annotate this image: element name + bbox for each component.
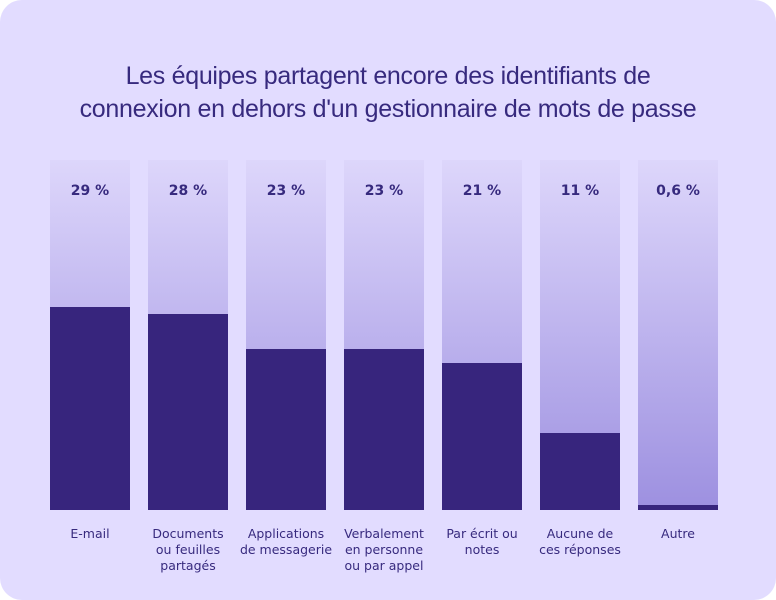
- bar: [638, 505, 718, 510]
- category-label: Documents: [152, 526, 223, 541]
- chart-title: Les équipes partagent encore des identif…: [0, 60, 776, 126]
- bar: [50, 307, 130, 510]
- value-label: 29 %: [71, 183, 109, 199]
- chart-title-line-2: connexion en dehors d'un gestionnaire de…: [79, 95, 697, 123]
- bar-group: 0,6 % Autre: [638, 160, 718, 541]
- bar: [148, 314, 228, 510]
- category-label: ou par appel: [345, 558, 424, 573]
- category-label: Par écrit ou: [446, 526, 517, 541]
- category-label: ou feuilles: [156, 542, 220, 557]
- bar: [246, 349, 326, 510]
- value-label: 11 %: [561, 183, 599, 199]
- bar-track: [638, 160, 718, 510]
- bar: [344, 349, 424, 510]
- value-label: 21 %: [463, 183, 501, 199]
- value-label: 23 %: [267, 183, 305, 199]
- category-label: Applications: [248, 526, 324, 541]
- value-label: 0,6 %: [656, 183, 700, 199]
- category-label: Verbalement: [344, 526, 424, 541]
- value-label: 28 %: [169, 183, 207, 199]
- category-label: Aucune de: [547, 526, 614, 541]
- bar-group: 29 % E-mail: [50, 160, 130, 541]
- bar: [540, 433, 620, 510]
- category-label: ces réponses: [539, 542, 621, 557]
- category-label: notes: [465, 542, 500, 557]
- chart-title-line-1: Les équipes partagent encore des identif…: [125, 62, 651, 90]
- value-label: 23 %: [365, 183, 403, 199]
- category-label: E-mail: [70, 526, 109, 541]
- category-label: Autre: [661, 526, 695, 541]
- category-label: en personne: [345, 542, 423, 557]
- category-label: de messagerie: [240, 542, 332, 557]
- category-label: partagés: [160, 558, 215, 573]
- bar: [442, 363, 522, 510]
